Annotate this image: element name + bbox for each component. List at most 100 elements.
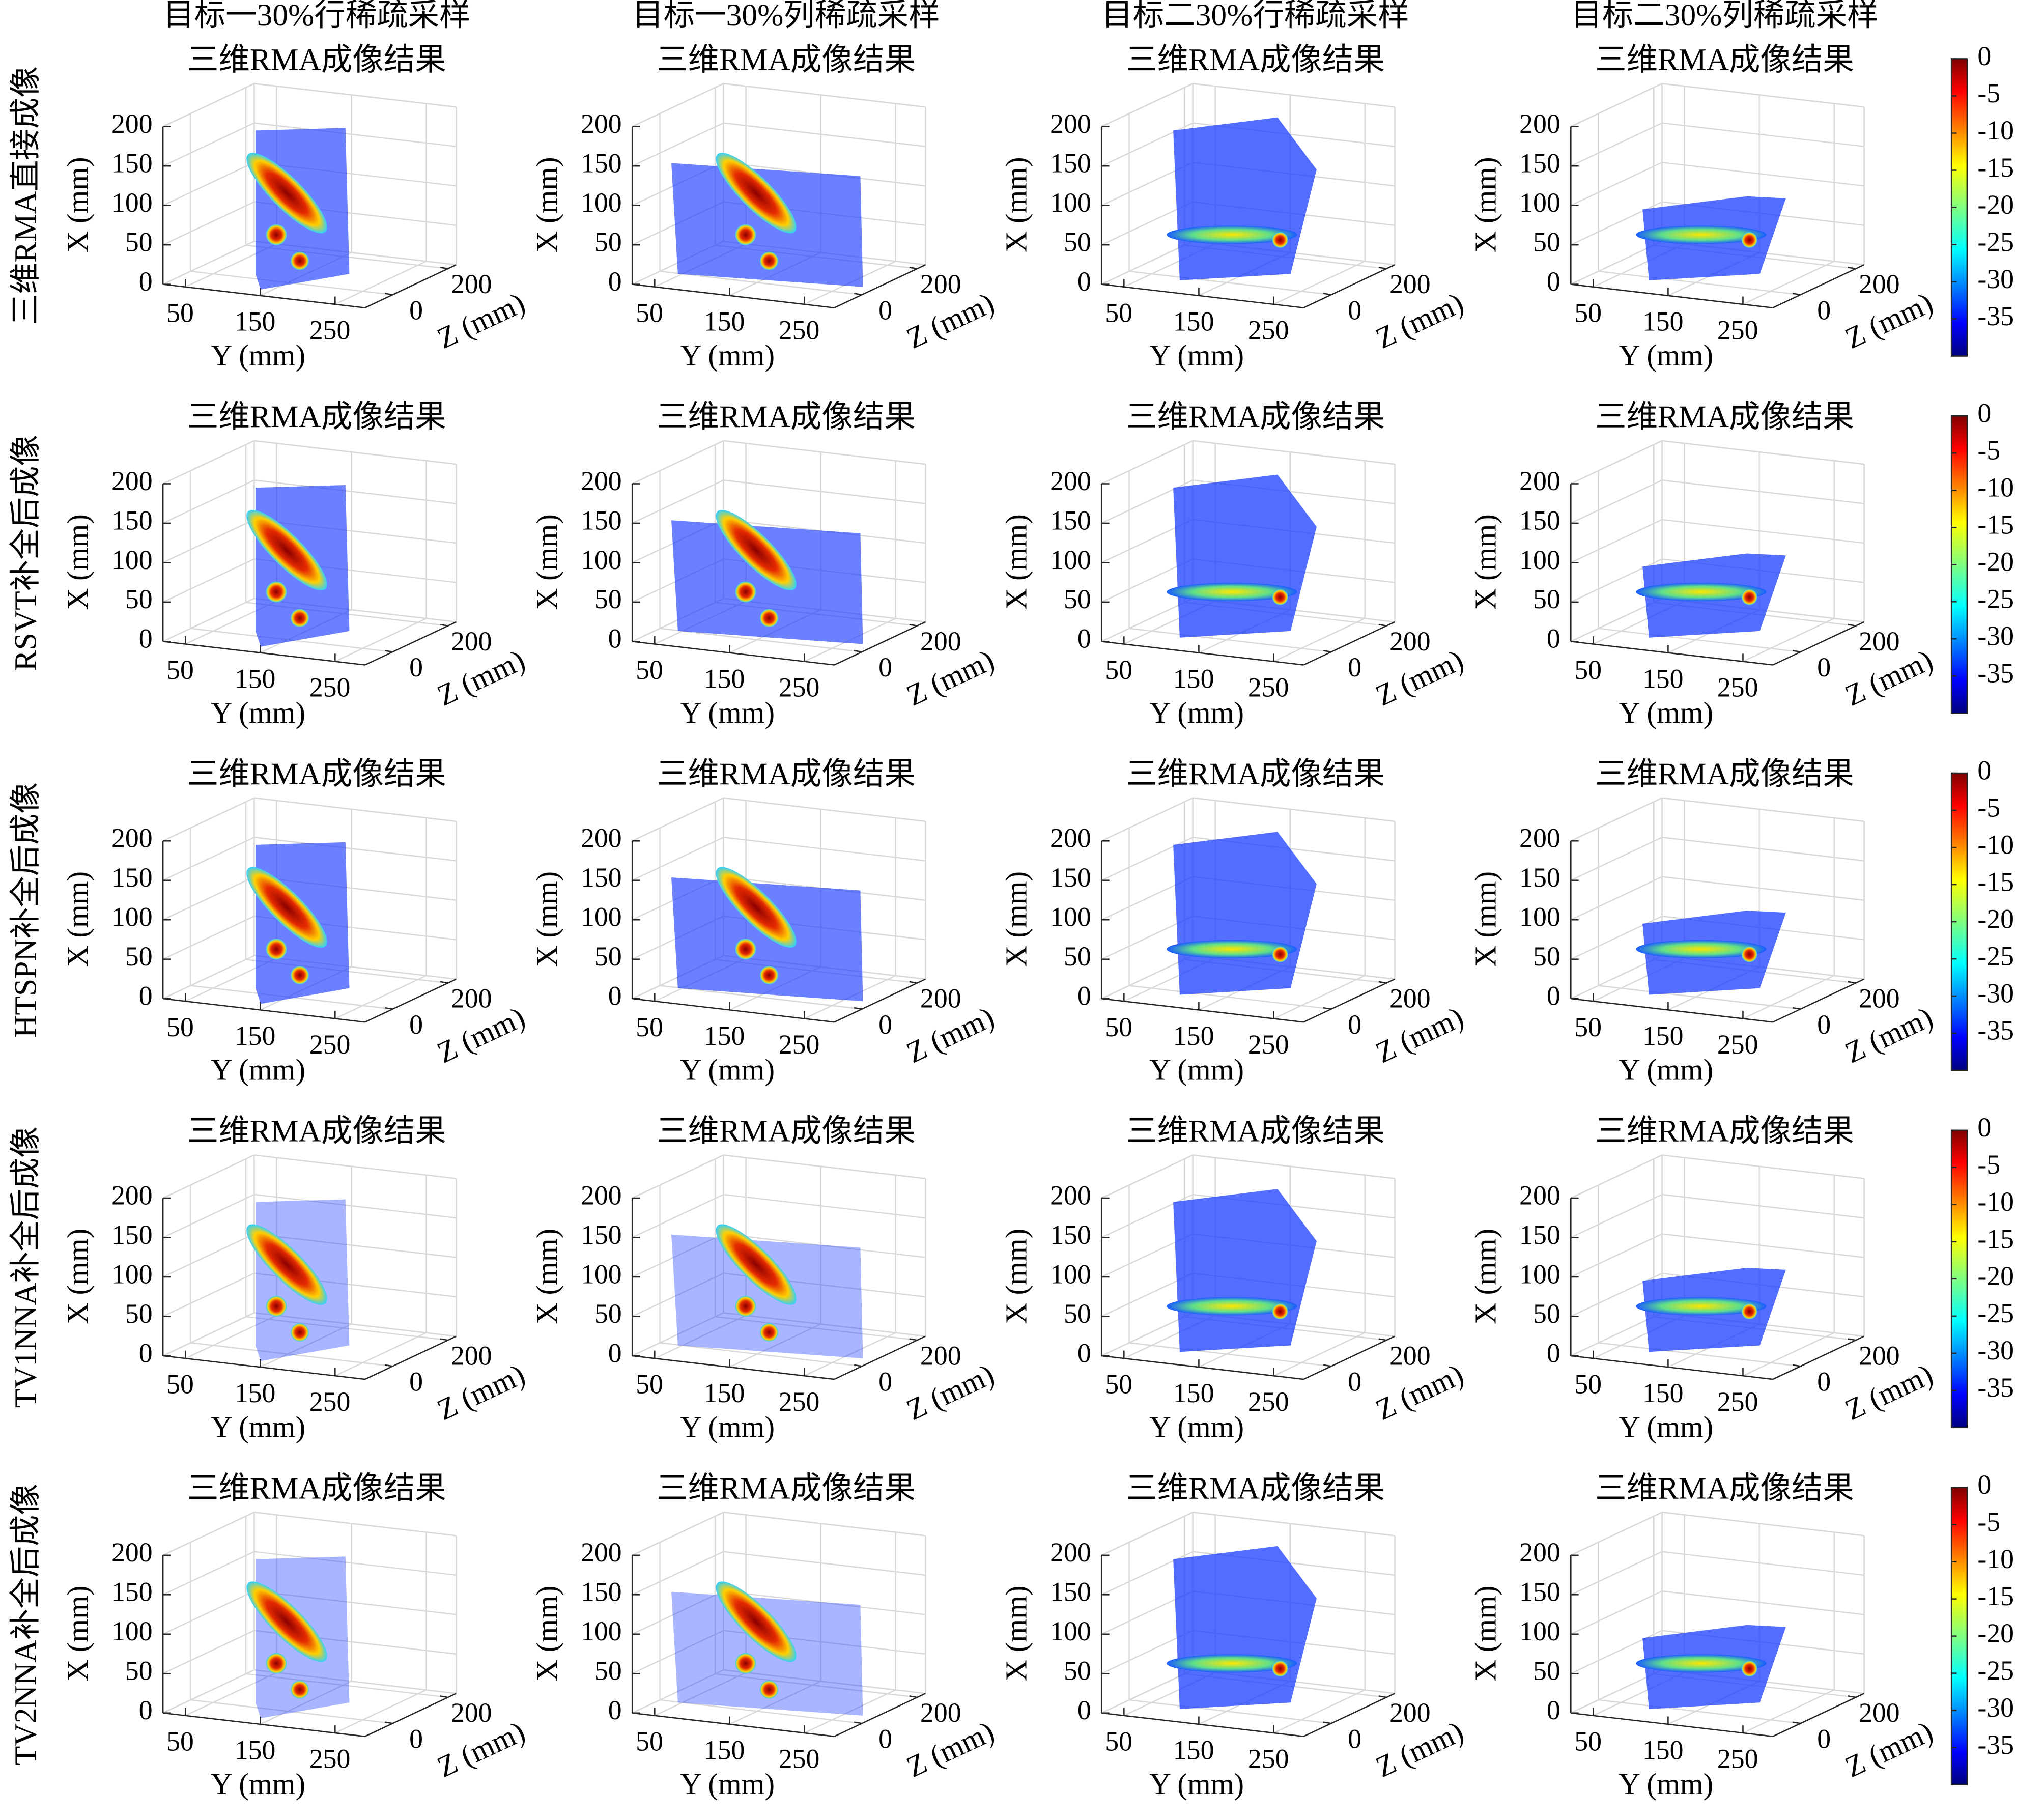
grid-line <box>1598 1699 1801 1724</box>
x-tick-label: 150 <box>111 1577 153 1607</box>
grid-line <box>162 1272 254 1317</box>
point-cloud <box>291 609 309 628</box>
colorbar-tick-label: -20 <box>1977 1618 2014 1648</box>
tick-mark <box>1793 293 1801 296</box>
grid-line <box>162 161 254 206</box>
colorbar-tick-label: -5 <box>1977 1506 2000 1537</box>
x-tick-label: 50 <box>594 1298 622 1329</box>
grid-line <box>660 1699 862 1724</box>
tick-mark <box>440 623 448 627</box>
y-tick-label: 150 <box>1642 663 1684 694</box>
grid-line <box>1101 1512 1194 1556</box>
panel-title: 三维RMA成像结果 <box>1126 757 1385 791</box>
colorbar-tick-label: -35 <box>1977 1372 2014 1403</box>
point-cloud <box>1741 1303 1757 1320</box>
x-tick-label: 200 <box>1519 1537 1560 1568</box>
point-cloud <box>291 966 309 984</box>
point-cloud <box>1167 940 1297 958</box>
grid-line <box>185 1315 277 1359</box>
x-axis-label: X (mm) <box>61 1585 94 1681</box>
panel-title: 三维RMA成像结果 <box>187 400 446 434</box>
z-tick-label: 200 <box>920 983 961 1014</box>
axis-line <box>1772 978 1865 1023</box>
panel: 三维RMA成像结果 0 50 100 150 200 50 150 250 0 200 X (mm) Y… <box>1469 1114 1938 1444</box>
z-tick-label: 200 <box>451 1340 492 1371</box>
grid-line <box>1662 1193 1864 1219</box>
x-axis-label: X (mm) <box>61 514 94 610</box>
z-tick-label: 200 <box>451 269 492 299</box>
grid-line <box>632 1512 724 1556</box>
x-tick-label: 100 <box>1050 545 1091 575</box>
grid-line <box>723 122 926 148</box>
y-axis-label: Y (mm) <box>1619 1054 1713 1087</box>
point-cloud <box>671 877 863 1002</box>
panel: 三维RMA成像结果 0 50 100 150 200 50 150 250 0 200 X (mm) Y… <box>1469 757 1938 1087</box>
x-tick-label: 0 <box>139 266 153 297</box>
panel-title: 三维RMA成像结果 <box>657 42 916 77</box>
x-tick-label: 100 <box>111 1259 153 1289</box>
grid-line <box>1101 83 1194 127</box>
point-cloud <box>760 1323 779 1342</box>
x-tick-label: 150 <box>581 148 622 179</box>
z-tick-label: 0 <box>409 1723 423 1754</box>
z-tick-label: 200 <box>1389 269 1431 299</box>
axis-line <box>163 283 365 308</box>
x-tick-label: 0 <box>608 623 622 654</box>
point-cloud <box>246 509 327 591</box>
grid-line <box>1570 122 1663 167</box>
grid-line <box>804 1689 896 1734</box>
grid-line <box>162 955 254 1000</box>
grid-line <box>254 836 457 862</box>
y-axis-label: Y (mm) <box>211 1410 305 1443</box>
x-axis-label: X (mm) <box>1000 871 1033 967</box>
x-tick-label: 100 <box>1050 902 1091 932</box>
point-cloud <box>671 520 863 644</box>
axis-line <box>364 978 457 1023</box>
y-axis-label: Y (mm) <box>1149 1054 1244 1087</box>
x-tick-label: 100 <box>1050 187 1091 218</box>
tick-mark <box>384 1721 393 1724</box>
x-tick-label: 0 <box>139 981 153 1011</box>
point-cloud <box>1741 946 1757 962</box>
tick-mark <box>909 981 918 984</box>
z-tick-label: 200 <box>1389 1340 1431 1371</box>
point-cloud <box>1272 1303 1288 1320</box>
colorbar-tick-label: -5 <box>1977 792 2000 822</box>
y-tick-label: 250 <box>1248 1744 1289 1774</box>
colorbar-tick-label: -10 <box>1977 472 2014 503</box>
column-header: 目标二30%列稀疏采样 <box>1571 0 1878 33</box>
grid-line <box>1570 161 1663 206</box>
x-tick-label: 150 <box>581 1219 622 1250</box>
x-tick-label: 150 <box>1050 1577 1091 1607</box>
y-axis-label: Y (mm) <box>211 696 305 729</box>
grid-line <box>1101 440 1194 485</box>
grid-line <box>1570 837 1663 881</box>
x-axis-label: X (mm) <box>1469 871 1502 967</box>
y-tick-label: 50 <box>1574 1726 1602 1757</box>
y-axis-label: Y (mm) <box>1149 1768 1244 1801</box>
x-tick-label: 50 <box>1064 941 1091 972</box>
grid-line <box>632 1669 724 1714</box>
colorbar-tick-label: -25 <box>1977 941 2014 971</box>
grid-line <box>723 82 926 108</box>
x-tick-label: 50 <box>1533 1656 1560 1686</box>
grid-line <box>632 83 724 127</box>
y-tick-label: 150 <box>235 663 276 694</box>
colorbar-tick-label: -30 <box>1977 264 2014 294</box>
grid-line <box>723 1551 926 1576</box>
grid-line <box>1193 1512 1395 1537</box>
x-axis-label: X (mm) <box>1000 1229 1033 1324</box>
panel: 三维RMA成像结果 0 50 100 150 200 50 150 250 0 200 X (mm) Y… <box>1000 757 1468 1087</box>
grid-line <box>162 558 254 603</box>
grid-line <box>660 985 862 1010</box>
z-tick-label: 200 <box>451 626 492 657</box>
panel-title: 三维RMA成像结果 <box>1126 42 1385 77</box>
panel: 三维RMA成像结果 0 50 100 150 200 50 150 250 0 200 X (mm) Y… <box>530 42 999 372</box>
y-tick-label: 50 <box>636 297 663 328</box>
point-cloud <box>1741 232 1757 248</box>
panel: 三维RMA成像结果 0 50 100 150 200 50 150 250 0 200 X (mm) Y… <box>1000 1471 1468 1801</box>
y-tick-label: 250 <box>1717 672 1758 702</box>
grid-line <box>1662 1154 1864 1179</box>
panel: 三维RMA成像结果 0 50 100 150 200 50 150 250 0 200 X (mm) Y… <box>1469 42 1938 372</box>
colorbar-tick-label: 0 <box>1977 41 1991 71</box>
